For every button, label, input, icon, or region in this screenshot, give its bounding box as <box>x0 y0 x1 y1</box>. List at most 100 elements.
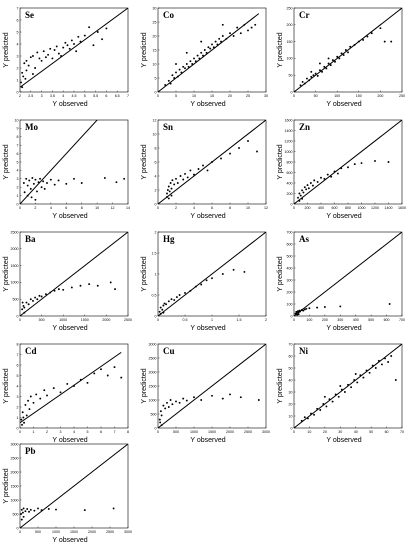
y-tick-label: 10 <box>153 62 157 66</box>
x-tick-label: 6 <box>65 206 67 210</box>
data-point <box>79 40 82 43</box>
y-tick-label: 7 <box>17 6 19 10</box>
y-axis-label: Y predicted <box>3 144 10 179</box>
data-point <box>232 35 235 37</box>
y-tick-label: 1 <box>17 78 19 82</box>
data-point <box>299 84 302 87</box>
y-tick-label: 6 <box>17 363 19 367</box>
x-tick-label: 2500 <box>124 318 132 322</box>
plot-frame <box>19 231 129 317</box>
data-point <box>123 177 126 180</box>
data-point <box>328 398 331 401</box>
y-tick-label: 7 <box>17 353 19 357</box>
data-point <box>200 283 203 286</box>
y-tick-label: 8 <box>155 146 157 150</box>
x-tick-label: 3 <box>60 430 62 434</box>
x-tick-label: 6 <box>211 206 213 210</box>
data-point <box>80 182 83 184</box>
data-point <box>309 182 312 184</box>
data-point <box>316 306 319 309</box>
data-point <box>39 177 42 180</box>
data-point <box>182 178 185 181</box>
regression-line <box>158 232 266 316</box>
data-point <box>205 279 208 282</box>
data-point <box>296 313 299 316</box>
y-tick-label: 1.5 <box>152 251 157 255</box>
data-point <box>197 168 200 170</box>
x-tick-label: 3000 <box>124 530 132 534</box>
y-tick-label: 1600 <box>285 118 293 122</box>
y-axis-label: Y predicted <box>277 144 284 179</box>
x-tick-label: 200 <box>322 318 328 322</box>
data-point <box>301 197 304 200</box>
data-point <box>239 396 242 399</box>
data-point <box>42 180 45 183</box>
x-tick-label: 8 <box>229 206 231 210</box>
x-tick-label: 1500 <box>208 430 216 434</box>
y-tick-label: 1200 <box>285 139 293 143</box>
data-point <box>310 412 312 415</box>
data-point <box>316 407 319 410</box>
data-point <box>298 192 301 195</box>
regression-line <box>158 344 266 428</box>
y-tick-label: 500 <box>287 254 293 258</box>
data-point <box>25 301 28 304</box>
x-tick-label: 0 <box>293 206 295 210</box>
data-point <box>40 59 43 62</box>
data-point <box>306 77 308 80</box>
data-point <box>167 79 170 82</box>
data-point <box>202 54 204 57</box>
data-point <box>46 182 48 184</box>
x-tick-label: 2 <box>19 94 21 98</box>
y-tick-label: 6 <box>155 160 157 164</box>
data-point <box>302 191 305 194</box>
data-point <box>297 196 299 199</box>
data-point <box>185 399 188 402</box>
x-tick-label: 25 <box>246 94 250 98</box>
data-point <box>167 197 170 200</box>
data-point <box>64 41 67 44</box>
data-point <box>374 160 376 162</box>
y-tick-label: 0 <box>291 314 293 318</box>
data-point <box>158 310 161 313</box>
y-tick-label: 1 <box>17 416 19 420</box>
y-axis-label: Y predicted <box>3 32 10 67</box>
scatter-panel-sn: 0 2 4 6 8 10 12 0 2 4 6 8 10 12 Sn Y observed Y predicte… <box>140 114 276 222</box>
data-point <box>22 304 25 307</box>
data-point <box>171 403 174 406</box>
data-point <box>159 410 162 413</box>
regression-line <box>294 344 402 428</box>
data-point <box>159 421 162 424</box>
x-tick-label: 0 <box>293 430 295 434</box>
data-point <box>66 382 69 385</box>
data-point <box>120 376 123 379</box>
y-tick-label: 3 <box>17 54 19 58</box>
data-point <box>169 182 172 184</box>
data-point <box>182 65 185 68</box>
x-tick-label: 4 <box>193 206 195 210</box>
data-point <box>327 57 330 60</box>
y-tick-label: 100 <box>287 57 293 61</box>
data-point <box>318 69 321 72</box>
data-point <box>353 163 356 166</box>
data-point <box>75 50 78 53</box>
scatter-plot-cu: 0 500 1000 1500 2000 2500 3000 0 500 1000 1500 2000… <box>141 342 270 444</box>
plot-frame <box>19 7 129 93</box>
data-point <box>53 49 56 51</box>
data-point <box>184 172 186 175</box>
data-point <box>178 294 181 296</box>
data-point <box>22 182 25 184</box>
data-point <box>36 298 39 301</box>
data-point <box>184 291 186 294</box>
x-tick-label: 5.5 <box>93 94 98 98</box>
data-point <box>247 29 249 32</box>
data-point <box>350 386 353 389</box>
data-point <box>238 147 240 149</box>
element-title: Cr <box>299 10 310 20</box>
y-tick-label: 150 <box>287 40 293 44</box>
x-tick-label: 600 <box>384 318 390 322</box>
data-point <box>43 187 46 190</box>
y-tick-label: 0 <box>291 426 293 430</box>
data-point <box>168 190 171 193</box>
y-tick-label: 6 <box>17 152 19 156</box>
